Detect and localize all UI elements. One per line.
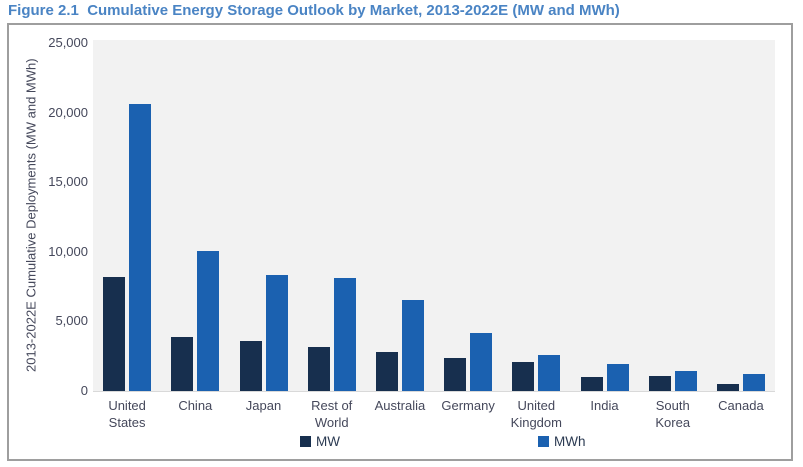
bar-mw-germany (444, 357, 467, 391)
x-label-japan: Japan (245, 398, 282, 413)
y-tick-label: 0 (80, 383, 88, 398)
y-tick-label: 10,000 (48, 243, 88, 259)
bar-mw-canada (716, 384, 739, 391)
bar-mw-india (580, 377, 603, 391)
x-label-india: India (590, 398, 619, 413)
legend-swatch-icon (300, 436, 311, 447)
chart-container: 2013-2022E Cumulative Deployments (MW an… (7, 23, 793, 461)
y-tick-label: 20,000 (48, 104, 88, 120)
bar-group-china (161, 40, 229, 391)
bar-mwh-australia (401, 299, 424, 391)
x-label-canada: Canada (718, 398, 764, 413)
bar-mwh-canada (742, 373, 765, 391)
legend-swatch-icon (538, 436, 549, 447)
plot-area (93, 40, 775, 392)
legend-label: MW (316, 434, 340, 449)
bar-mwh-south-korea (674, 370, 697, 391)
x-label-united-states: United States (108, 398, 146, 430)
x-label-south-korea: South Korea (655, 398, 691, 430)
x-label-united-kingdom: United Kingdom (510, 398, 562, 430)
y-tick-label: 5,000 (55, 313, 88, 329)
y-tick-label: 25,000 (48, 35, 88, 50)
bar-group-united-kingdom (502, 40, 570, 391)
legend-entry-mwh: MWh (538, 434, 586, 449)
bar-mwh-japan (265, 275, 288, 391)
bar-group-germany (434, 40, 502, 391)
bar-group-australia (366, 40, 434, 391)
x-label-rest-of-world: Rest of World (311, 398, 353, 430)
bar-mwh-united-kingdom (538, 354, 561, 391)
bar-group-japan (229, 40, 297, 391)
legend-label: MWh (554, 434, 586, 449)
bar-mw-rest-of-world (307, 347, 330, 391)
x-label-china: China (178, 398, 213, 413)
bar-mwh-germany (470, 332, 493, 391)
bar-mwh-india (606, 363, 629, 391)
bar-mw-china (171, 336, 194, 391)
bar-mw-united-kingdom (512, 362, 535, 391)
bar-mw-united-states (103, 276, 126, 391)
y-axis-title: 2013-2022E Cumulative Deployments (MW an… (23, 58, 39, 373)
y-tick-label: 15,000 (48, 174, 88, 190)
bar-mw-australia (375, 352, 398, 391)
x-label-australia: Australia (374, 398, 426, 413)
bar-mwh-china (197, 251, 220, 391)
bar-group-rest-of-world (298, 40, 366, 391)
x-axis-labels: United States China Japan Rest of World Aust… (93, 397, 775, 431)
bar-group-united-states (93, 40, 161, 391)
bar-mwh-rest-of-world (333, 278, 356, 391)
bar-group-india (570, 40, 638, 391)
bar-mwh-united-states (129, 104, 152, 391)
bar-group-south-korea (639, 40, 707, 391)
x-label-germany: Germany (441, 398, 495, 413)
bar-mw-japan (239, 340, 262, 391)
legend-entry-mw: MW (300, 434, 340, 449)
bar-mw-south-korea (648, 375, 671, 391)
bar-group-canada (707, 40, 775, 391)
figure-title: Figure 2.1 Cumulative Energy Storage Out… (8, 2, 620, 19)
